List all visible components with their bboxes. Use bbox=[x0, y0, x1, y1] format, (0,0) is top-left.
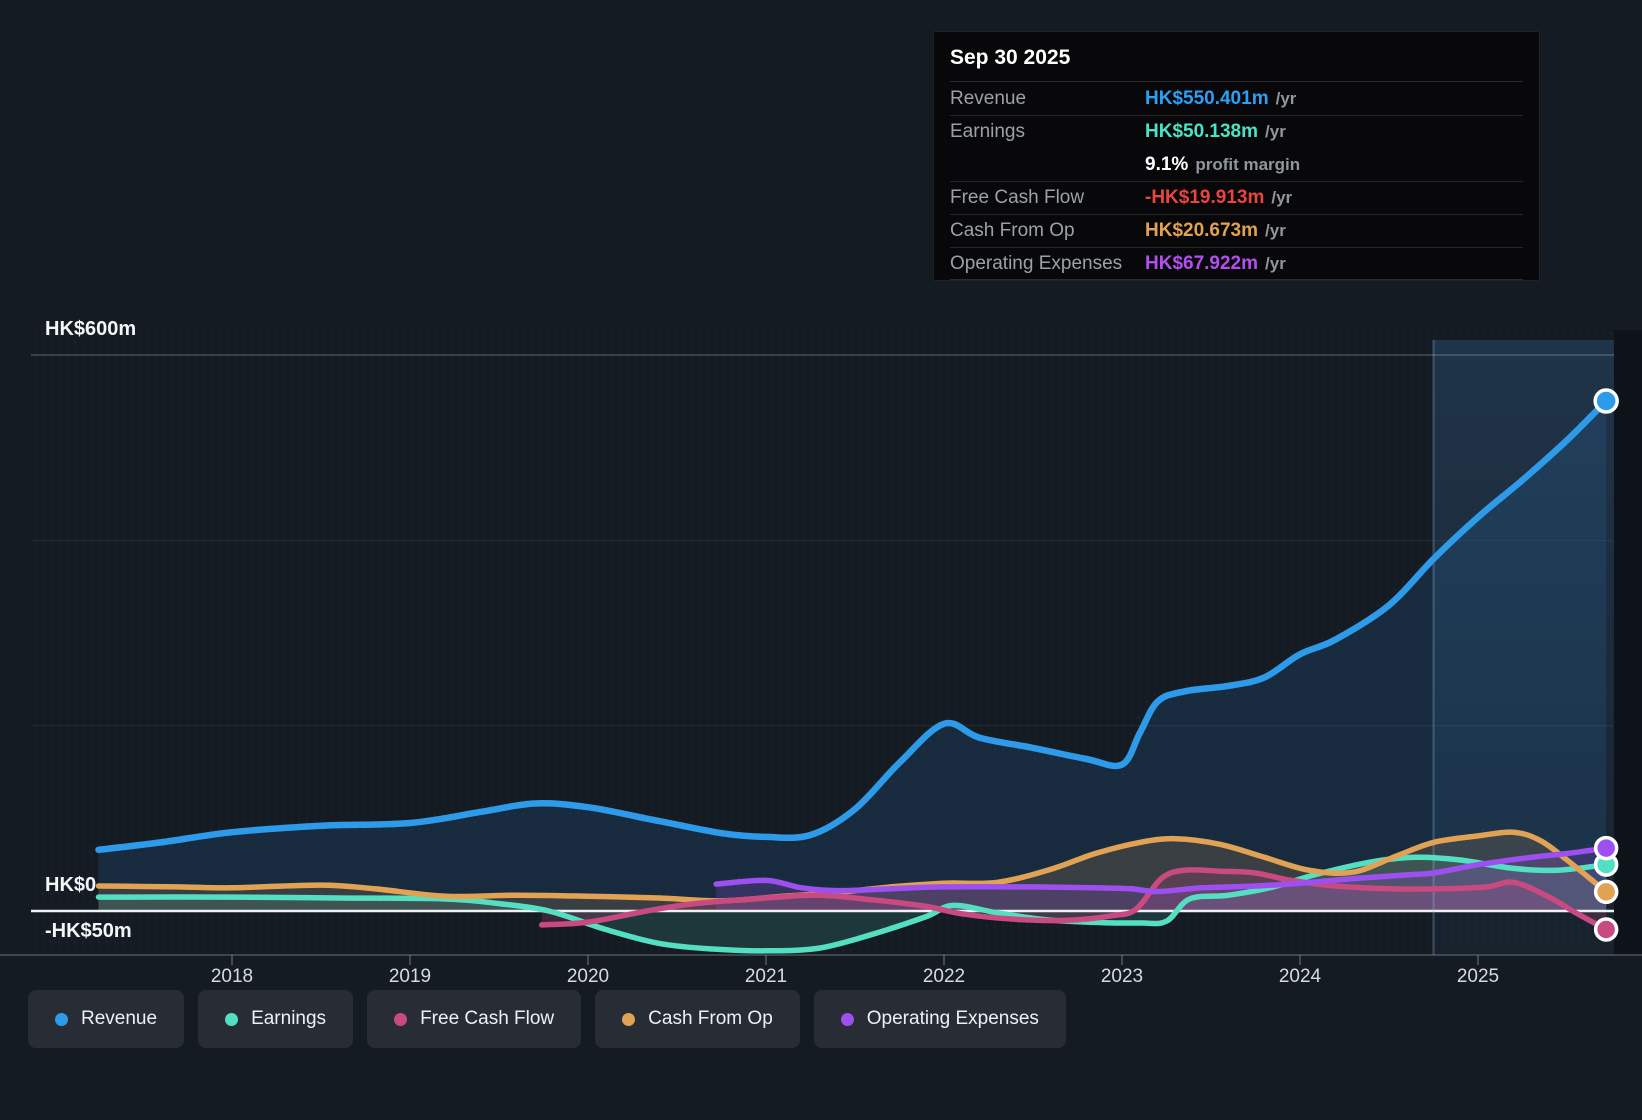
tooltip-row-value: HK$67.922m bbox=[1145, 252, 1259, 274]
endpoint-dot-operating-expenses bbox=[1593, 835, 1619, 861]
tooltip-row-label: Free Cash Flow bbox=[950, 187, 1085, 208]
tooltip-row-label: Earnings bbox=[950, 121, 1025, 142]
legend-color-dot bbox=[55, 1012, 68, 1026]
y-axis-label: -HK$50m bbox=[45, 920, 132, 943]
x-axis-label: 2018 bbox=[210, 966, 254, 987]
x-axis-label: 2021 bbox=[744, 966, 788, 987]
x-axis-label: 2019 bbox=[388, 966, 432, 987]
tooltip-row-suffix: /yr bbox=[1265, 221, 1286, 240]
plot-background bbox=[31, 330, 1614, 955]
legend-item-label: Revenue bbox=[81, 1008, 158, 1029]
x-axis-label: 2020 bbox=[566, 966, 610, 987]
tooltip-row-label: Revenue bbox=[950, 87, 1027, 109]
tooltip-row-suffix: /yr bbox=[1265, 122, 1286, 141]
area-fill-cash-from-op bbox=[98, 832, 1607, 911]
line-operating-expenses bbox=[713, 845, 1609, 895]
legend-color-dot bbox=[225, 1012, 239, 1026]
tooltip-row: 9.1% profit margin bbox=[950, 148, 1523, 181]
tooltip-row-suffix: /yr bbox=[1275, 88, 1297, 108]
y-axis-label: HK$600m bbox=[45, 318, 137, 340]
legend-item-label: Cash From Op bbox=[648, 1008, 773, 1029]
tooltip-row-suffix: /yr bbox=[1271, 188, 1293, 207]
legend-item-label: Operating Expenses bbox=[866, 1008, 1039, 1029]
tooltip-date: Sep 30 2025 bbox=[950, 32, 1523, 82]
tooltip-row-value: 9.1% bbox=[1145, 153, 1189, 175]
tooltip-row-suffix: /yr bbox=[1265, 253, 1286, 273]
endpoint-dot-revenue bbox=[1593, 388, 1619, 414]
endpoint-dot-cash-from-op bbox=[1593, 879, 1619, 905]
area-fill-revenue bbox=[98, 401, 1607, 911]
chart-tooltip: Sep 30 2025 Revenue HK$550.401m /yr Earn… bbox=[933, 31, 1540, 281]
line-free-cash-flow bbox=[538, 867, 1609, 933]
legend-item-label: Free Cash Flow bbox=[420, 1008, 555, 1029]
tooltip-row-value: HK$50.138m bbox=[1145, 121, 1259, 142]
tooltip-row: Revenue HK$550.401m /yr bbox=[950, 82, 1523, 115]
legend-item[interactable]: Operating Expenses bbox=[813, 990, 1066, 1048]
tooltip-row: Earnings HK$50.138m /yr bbox=[950, 115, 1523, 148]
legend-item[interactable]: Cash From Op bbox=[595, 990, 800, 1048]
legend-item[interactable]: Free Cash Flow bbox=[367, 990, 582, 1048]
legend-item[interactable]: Earnings bbox=[198, 990, 354, 1048]
area-fill-operating-expenses bbox=[716, 848, 1607, 911]
legend-color-dot bbox=[840, 1012, 854, 1026]
chart-legend: Revenue Earnings Free Cash Flow Cash Fro… bbox=[28, 990, 1066, 1048]
tooltip-row-label: Operating Expenses bbox=[950, 252, 1123, 274]
tooltip-row: Free Cash Flow -HK$19.913m /yr bbox=[950, 181, 1523, 214]
tooltip-row-value: HK$20.673m bbox=[1145, 220, 1259, 241]
tooltip-row-value: HK$550.401m bbox=[1145, 87, 1269, 109]
tooltip-row: Cash From Op HK$20.673m /yr bbox=[950, 214, 1523, 247]
line-revenue bbox=[95, 397, 1610, 854]
legend-item[interactable]: Revenue bbox=[28, 990, 185, 1048]
x-axis-label: 2024 bbox=[1278, 966, 1322, 987]
x-axis-label: 2025 bbox=[1456, 966, 1500, 987]
legend-item-label: Earnings bbox=[251, 1008, 327, 1029]
endpoint-dot-free-cash-flow bbox=[1593, 917, 1619, 942]
x-axis-label: 2023 bbox=[1100, 966, 1144, 987]
tooltip-row: Operating Expenses HK$67.922m /yr bbox=[950, 247, 1523, 280]
line-cash-from-op bbox=[95, 829, 1609, 904]
line-earnings bbox=[95, 854, 1609, 954]
legend-color-dot bbox=[622, 1012, 636, 1026]
y-axis-label: HK$0 bbox=[45, 874, 97, 896]
legend-color-dot bbox=[394, 1012, 408, 1026]
tooltip-row-label: Cash From Op bbox=[950, 220, 1075, 241]
x-axis-label: 2022 bbox=[922, 966, 966, 987]
tooltip-row-suffix: profit margin bbox=[1195, 154, 1301, 174]
plot-right-margin bbox=[1614, 330, 1642, 955]
tooltip-row-value: -HK$19.913m bbox=[1145, 187, 1265, 208]
